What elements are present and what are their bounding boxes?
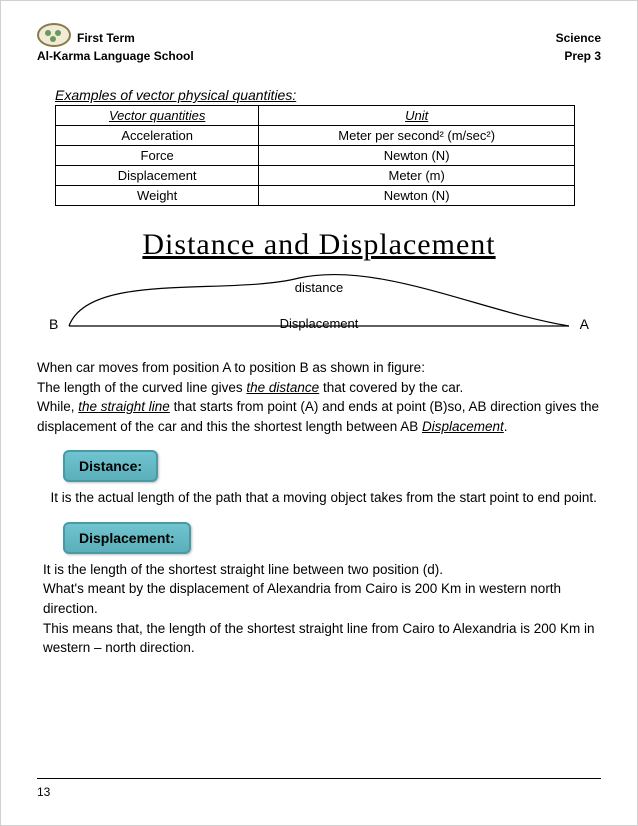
table-row: Displacement Meter (m) bbox=[56, 166, 575, 186]
para-line: . bbox=[504, 419, 508, 434]
distance-label: distance bbox=[295, 280, 343, 295]
definition-text: This means that, the length of the short… bbox=[43, 621, 595, 656]
displacement-label: Displacement bbox=[280, 316, 359, 331]
point-b-label: B bbox=[49, 316, 58, 332]
table-row: Force Newton (N) bbox=[56, 146, 575, 166]
section-title: Examples of vector physical quantities: bbox=[55, 87, 601, 103]
grade-label: Prep 3 bbox=[564, 49, 601, 63]
distance-badge: Distance: bbox=[63, 450, 158, 482]
distance-definition: It is the actual length of the path that… bbox=[43, 488, 601, 508]
table-cell: Meter (m) bbox=[259, 166, 575, 186]
page: First Term Science Al-Karma Language Sch… bbox=[1, 1, 637, 825]
explanation-paragraph: When car moves from position A to positi… bbox=[37, 358, 601, 436]
table-cell: Displacement bbox=[56, 166, 259, 186]
definition-text: It is the actual length of the path that… bbox=[51, 490, 597, 505]
table-row: Acceleration Meter per second² (m/sec²) bbox=[56, 126, 575, 146]
definition-text: It is the length of the shortest straigh… bbox=[43, 562, 443, 577]
para-line: The length of the curved line gives bbox=[37, 380, 246, 395]
school-label: Al-Karma Language School bbox=[37, 49, 194, 63]
subject-label: Science bbox=[556, 31, 601, 45]
table-cell: Newton (N) bbox=[259, 146, 575, 166]
distance-displacement-diagram: distance Displacement B A bbox=[49, 266, 589, 346]
para-line: When car moves from position A to positi… bbox=[37, 360, 425, 375]
footer-rule bbox=[37, 778, 601, 779]
displacement-definition: It is the length of the shortest straigh… bbox=[43, 560, 601, 658]
point-a-label: A bbox=[580, 316, 589, 332]
header-row-2: Al-Karma Language School Prep 3 bbox=[37, 49, 601, 63]
table-cell: Newton (N) bbox=[259, 186, 575, 206]
table-header: Vector quantities bbox=[56, 106, 259, 126]
table-header-row: Vector quantities Unit bbox=[56, 106, 575, 126]
school-logo bbox=[37, 23, 71, 47]
emphasis: the distance bbox=[246, 380, 319, 395]
emphasis: Displacement bbox=[422, 419, 504, 434]
table-cell: Force bbox=[56, 146, 259, 166]
table-cell: Weight bbox=[56, 186, 259, 206]
table-row: Weight Newton (N) bbox=[56, 186, 575, 206]
table-header: Unit bbox=[259, 106, 575, 126]
term-label: First Term bbox=[77, 31, 135, 45]
para-line: While, bbox=[37, 399, 78, 414]
table-cell: Acceleration bbox=[56, 126, 259, 146]
vector-quantities-table: Vector quantities Unit Acceleration Mete… bbox=[55, 105, 575, 206]
displacement-badge: Displacement: bbox=[63, 522, 191, 554]
table-cell: Meter per second² (m/sec²) bbox=[259, 126, 575, 146]
diagram-svg bbox=[49, 266, 589, 346]
para-line: that covered by the car. bbox=[319, 380, 463, 395]
page-number: 13 bbox=[37, 785, 50, 799]
definition-text: What's meant by the displacement of Alex… bbox=[43, 581, 561, 616]
emphasis: the straight line bbox=[78, 399, 170, 414]
header-row-1: First Term Science bbox=[77, 31, 601, 45]
main-heading: Distance and Displacement bbox=[37, 228, 601, 262]
